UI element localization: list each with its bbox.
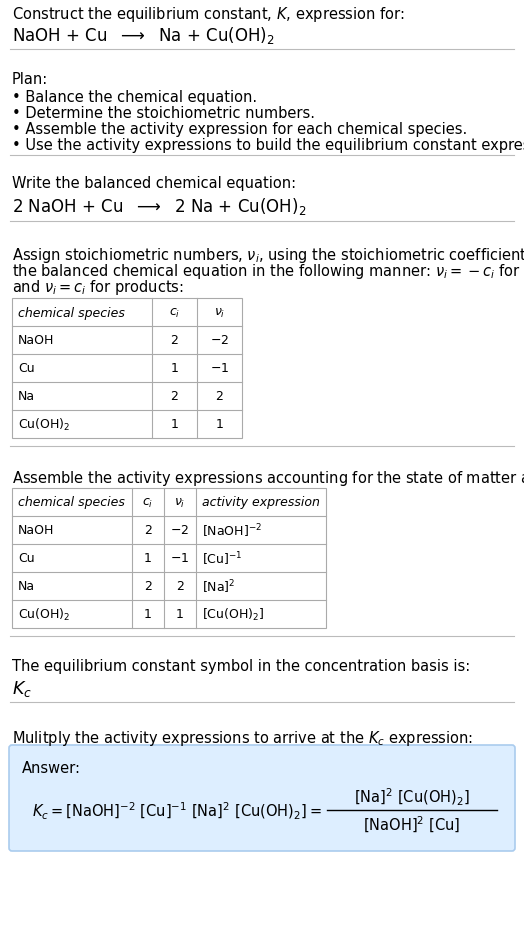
Text: $c_i$: $c_i$ — [143, 496, 154, 509]
Text: $\nu_i$: $\nu_i$ — [174, 496, 185, 509]
Text: Construct the equilibrium constant, $K$, expression for:: Construct the equilibrium constant, $K$,… — [12, 5, 405, 24]
Text: $-1$: $-1$ — [210, 362, 229, 375]
Text: 2: 2 — [171, 334, 179, 347]
Text: $K_c = \mathrm{[NaOH]^{-2}\ [Cu]^{-1}\ [Na]^2\ [Cu(OH)_2]} = $: $K_c = \mathrm{[NaOH]^{-2}\ [Cu]^{-1}\ [… — [32, 800, 322, 821]
Text: NaOH: NaOH — [18, 334, 54, 347]
Text: 1: 1 — [144, 608, 152, 621]
Text: 1: 1 — [176, 608, 184, 621]
Text: [NaOH]$^{-2}$: [NaOH]$^{-2}$ — [202, 522, 262, 539]
Text: 2: 2 — [144, 524, 152, 537]
Text: NaOH + Cu  $\longrightarrow$  Na + Cu(OH)$_2$: NaOH + Cu $\longrightarrow$ Na + Cu(OH)$… — [12, 25, 275, 46]
Text: [Na]$^2$: [Na]$^2$ — [202, 578, 235, 595]
Text: Cu: Cu — [18, 552, 35, 565]
Text: 2: 2 — [215, 390, 223, 403]
Text: 2 NaOH + Cu  $\longrightarrow$  2 Na + Cu(OH)$_2$: 2 NaOH + Cu $\longrightarrow$ 2 Na + Cu(… — [12, 196, 307, 217]
Text: The equilibrium constant symbol in the concentration basis is:: The equilibrium constant symbol in the c… — [12, 659, 470, 673]
Text: 2: 2 — [176, 580, 184, 593]
Text: Cu(OH)$_2$: Cu(OH)$_2$ — [18, 606, 70, 623]
Text: chemical species: chemical species — [18, 496, 125, 509]
Text: [Cu(OH)$_2$]: [Cu(OH)$_2$] — [202, 606, 265, 623]
Text: Write the balanced chemical equation:: Write the balanced chemical equation: — [12, 176, 296, 190]
Text: $-1$: $-1$ — [170, 552, 190, 565]
Text: $\mathrm{[Na]^2\ [Cu(OH)_2]}$: $\mathrm{[Na]^2\ [Cu(OH)_2]}$ — [354, 785, 470, 806]
Text: 1: 1 — [215, 418, 223, 431]
Text: Answer:: Answer: — [22, 761, 81, 775]
FancyBboxPatch shape — [9, 745, 515, 851]
Text: $c_i$: $c_i$ — [169, 307, 180, 319]
Text: • Determine the stoichiometric numbers.: • Determine the stoichiometric numbers. — [12, 106, 315, 121]
Text: $K_c$: $K_c$ — [12, 678, 32, 698]
Text: $\mathrm{[NaOH]^2\ [Cu]}$: $\mathrm{[NaOH]^2\ [Cu]}$ — [363, 814, 461, 834]
Text: 2: 2 — [171, 390, 179, 403]
Text: and $\nu_i = c_i$ for products:: and $\nu_i = c_i$ for products: — [12, 278, 184, 297]
Text: Na: Na — [18, 390, 35, 403]
Text: Assign stoichiometric numbers, $\nu_i$, using the stoichiometric coefficients, $: Assign stoichiometric numbers, $\nu_i$, … — [12, 246, 524, 265]
Text: Assemble the activity expressions accounting for the state of matter and $\nu_i$: Assemble the activity expressions accoun… — [12, 468, 524, 487]
Text: 1: 1 — [171, 362, 179, 375]
Text: Cu: Cu — [18, 362, 35, 375]
Bar — [12, 299, 242, 439]
Text: $\nu_i$: $\nu_i$ — [214, 307, 225, 319]
Text: Na: Na — [18, 580, 35, 593]
Text: 2: 2 — [144, 580, 152, 593]
Bar — [12, 488, 326, 628]
Text: Cu(OH)$_2$: Cu(OH)$_2$ — [18, 417, 70, 432]
Text: • Use the activity expressions to build the equilibrium constant expression.: • Use the activity expressions to build … — [12, 138, 524, 153]
Text: 1: 1 — [144, 552, 152, 565]
Text: • Assemble the activity expression for each chemical species.: • Assemble the activity expression for e… — [12, 122, 467, 137]
Text: • Balance the chemical equation.: • Balance the chemical equation. — [12, 89, 257, 105]
Text: Plan:: Plan: — [12, 72, 48, 87]
Text: $-2$: $-2$ — [170, 524, 190, 537]
Text: activity expression: activity expression — [202, 496, 320, 509]
Text: [Cu]$^{-1}$: [Cu]$^{-1}$ — [202, 549, 243, 567]
Text: NaOH: NaOH — [18, 524, 54, 537]
Text: the balanced chemical equation in the following manner: $\nu_i = -c_i$ for react: the balanced chemical equation in the fo… — [12, 262, 524, 281]
Text: chemical species: chemical species — [18, 307, 125, 319]
Text: $-2$: $-2$ — [210, 334, 229, 347]
Text: 1: 1 — [171, 418, 179, 431]
Text: Mulitply the activity expressions to arrive at the $K_c$ expression:: Mulitply the activity expressions to arr… — [12, 728, 473, 747]
